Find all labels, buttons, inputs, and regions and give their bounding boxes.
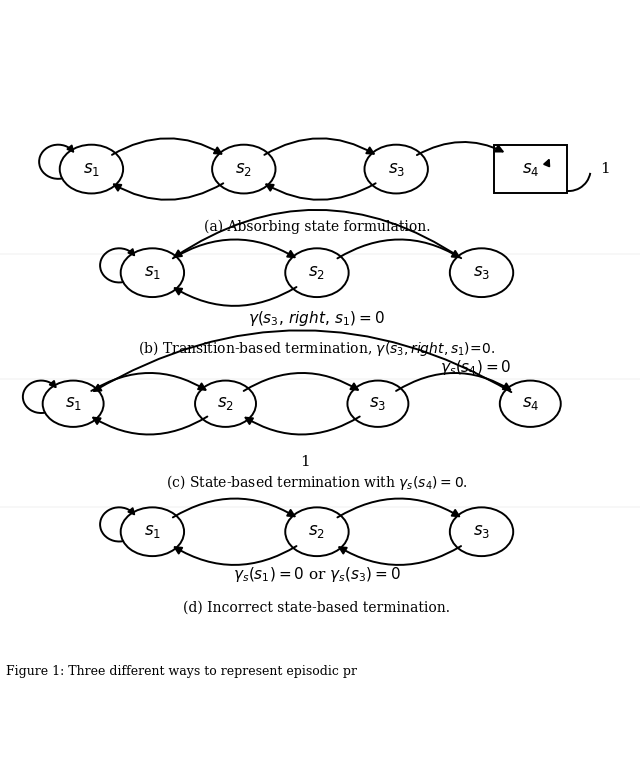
Ellipse shape	[450, 249, 513, 297]
Text: 1: 1	[600, 162, 610, 176]
Text: $s_3$: $s_3$	[473, 523, 490, 540]
Text: $\gamma_s(s_1) = 0$ or $\gamma_s(s_3) = 0$: $\gamma_s(s_1) = 0$ or $\gamma_s(s_3) = …	[233, 565, 401, 584]
Text: (a) Absorbing state formulation.: (a) Absorbing state formulation.	[204, 220, 430, 234]
Text: $s_1$: $s_1$	[144, 264, 161, 281]
Ellipse shape	[121, 249, 184, 297]
Text: (b) Transition-based termination, $\gamma(s_3, \mathit{right}, s_1)\!=\!0$.: (b) Transition-based termination, $\gamm…	[138, 340, 496, 358]
Text: (d) Incorrect state-based termination.: (d) Incorrect state-based termination.	[184, 601, 451, 615]
Text: $\gamma(s_3,\, \mathit{right},\, s_1) = 0$: $\gamma(s_3,\, \mathit{right},\, s_1) = …	[248, 309, 385, 328]
Text: $s_2$: $s_2$	[236, 161, 252, 178]
Text: $s_2$: $s_2$	[217, 395, 234, 413]
Ellipse shape	[450, 507, 513, 556]
Text: $s_3$: $s_3$	[473, 264, 490, 281]
Ellipse shape	[43, 381, 104, 427]
Ellipse shape	[285, 507, 349, 556]
Text: $\gamma_s(s_4) = 0$: $\gamma_s(s_4) = 0$	[440, 357, 511, 377]
Text: $s_4$: $s_4$	[522, 395, 539, 413]
Ellipse shape	[121, 507, 184, 556]
Ellipse shape	[348, 381, 408, 427]
Text: $s_3$: $s_3$	[388, 161, 404, 178]
Text: $s_3$: $s_3$	[369, 395, 387, 413]
Ellipse shape	[212, 145, 275, 193]
Ellipse shape	[285, 249, 349, 297]
Ellipse shape	[195, 381, 256, 427]
Text: Figure 1: Three different ways to represent episodic pr: Figure 1: Three different ways to repres…	[6, 665, 357, 678]
Bar	[493, 145, 567, 193]
Text: $s_1$: $s_1$	[144, 523, 161, 540]
Text: $s_4$: $s_4$	[522, 161, 539, 178]
Text: (c) State-based termination with $\gamma_s(s_4) = 0$.: (c) State-based termination with $\gamma…	[166, 473, 468, 493]
Ellipse shape	[500, 381, 561, 427]
Text: $s_2$: $s_2$	[308, 264, 325, 281]
Text: 1: 1	[300, 455, 310, 469]
Text: $s_2$: $s_2$	[308, 523, 325, 540]
Text: $s_1$: $s_1$	[65, 395, 82, 413]
Text: $s_1$: $s_1$	[83, 161, 100, 178]
Ellipse shape	[60, 145, 123, 193]
Ellipse shape	[365, 145, 428, 193]
